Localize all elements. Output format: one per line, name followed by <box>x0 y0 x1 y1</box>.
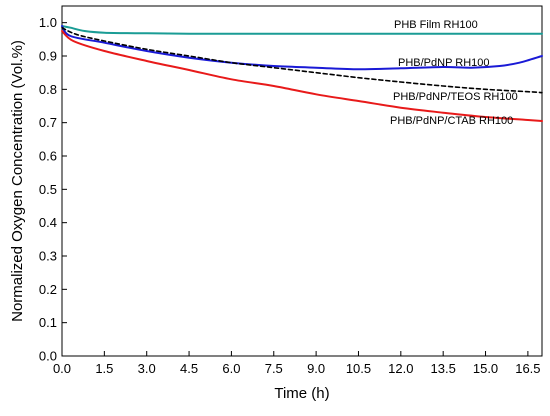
y-tick-label: 0.2 <box>39 282 57 297</box>
x-tick-label: 4.5 <box>180 361 198 376</box>
x-tick-label: 9.0 <box>307 361 325 376</box>
y-tick-label: 0.1 <box>39 315 57 330</box>
x-tick-label: 12.0 <box>388 361 413 376</box>
series-line-phb-pdnp <box>61 25 543 71</box>
x-tick-label: 16.5 <box>515 361 540 376</box>
series-label-phb-pdnp-ctab: PHB/PdNP/CTAB RH100 <box>390 115 513 127</box>
x-tick-label: 0.0 <box>53 361 71 376</box>
x-tick-label: 6.0 <box>222 361 240 376</box>
series-lines <box>61 25 543 122</box>
series-line-phb-pdnp-ctab <box>61 30 543 122</box>
y-tick-label: 0.8 <box>39 82 57 97</box>
y-tick-label: 0.6 <box>39 149 57 164</box>
y-tick-label: 0.0 <box>39 349 57 364</box>
x-axis: 0.0 1.5 3.0 4.5 6.0 7.5 9.0 10.5 12.0 13.5 15.0 16.… <box>53 351 541 376</box>
series-label-phb-pdnp-teos: PHB/PdNP/TEOS RH100 <box>393 91 518 103</box>
x-tick-label: 3.0 <box>138 361 156 376</box>
y-tick-label: 0.5 <box>39 182 57 197</box>
series-line-phb-pdnp-teos <box>61 26 543 94</box>
series-label-phb-film: PHB Film RH100 <box>394 19 478 31</box>
series-line-phb-film <box>61 25 543 35</box>
x-tick-label: 13.5 <box>431 361 456 376</box>
y-tick-label: 0.3 <box>39 249 57 264</box>
plot-frame <box>61 5 543 357</box>
y-tick-label: 0.4 <box>39 215 57 230</box>
y-axis-title: Normalized Oxygen Concentration (Vol.%) <box>9 40 26 322</box>
y-axis: 0.0 0.1 0.2 0.3 0.4 0.5 0.6 0.7 0.8 0.9 1.0 <box>39 15 67 364</box>
y-tick-label: 0.7 <box>39 115 57 130</box>
series-label-phb-pdnp: PHB/PdNP RH100 <box>398 57 490 69</box>
x-tick-label: 10.5 <box>346 361 371 376</box>
y-tick-label: 0.9 <box>39 49 57 64</box>
y-tick-label: 1.0 <box>39 15 57 30</box>
x-tick-label: 7.5 <box>265 361 283 376</box>
x-tick-label: 1.5 <box>95 361 113 376</box>
x-axis-title: Time (h) <box>274 385 329 402</box>
x-tick-label: 15.0 <box>473 361 498 376</box>
series-labels: PHB Film RH100 PHB/PdNP RH100 PHB/PdNP/TEO… <box>390 19 518 127</box>
